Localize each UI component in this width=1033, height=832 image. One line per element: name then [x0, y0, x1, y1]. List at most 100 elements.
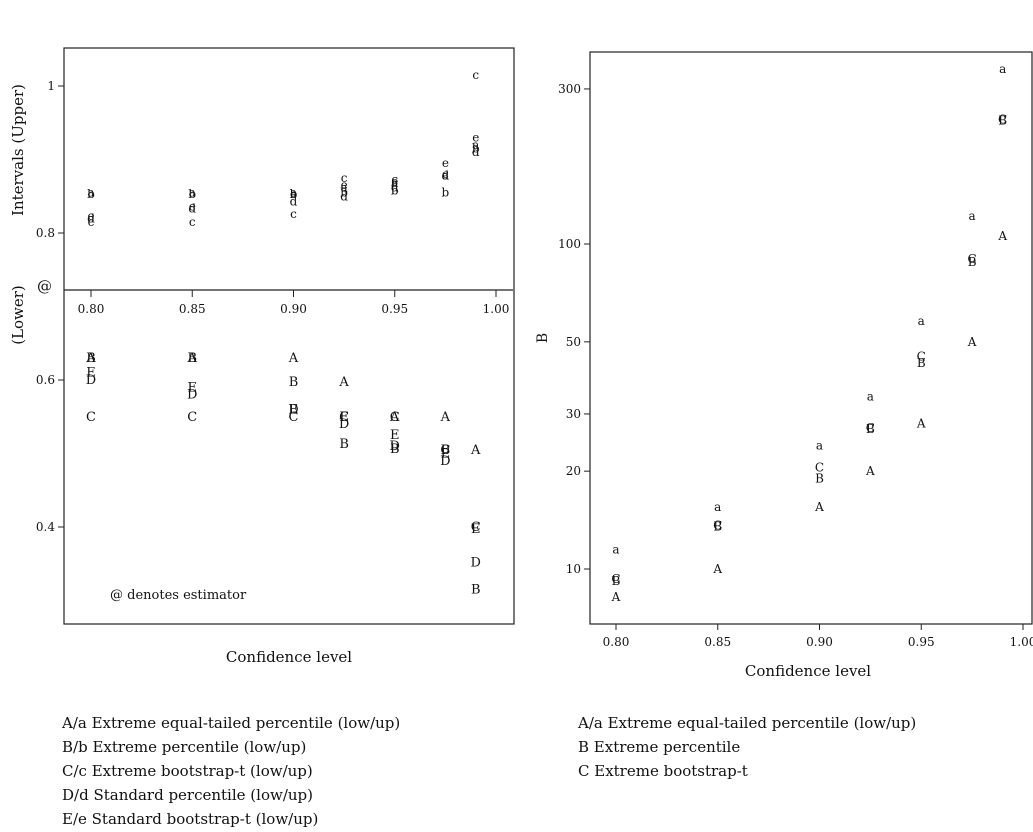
data-point-b: b [391, 183, 399, 197]
data-point-e: e [189, 200, 196, 214]
data-point-D: D [440, 454, 450, 469]
data-point-D: D [390, 439, 400, 454]
data-point-a: a [442, 169, 449, 183]
data-point-c: c [88, 215, 95, 229]
data-point-B: B [471, 582, 481, 597]
data-point-A: A [611, 590, 621, 604]
data-point-a: a [391, 176, 398, 190]
left-x-tick-label: 0.90 [280, 302, 307, 316]
data-point-C: C [611, 572, 620, 586]
data-point-c: c [391, 172, 398, 186]
left-chart: 0.40.60.81 0.80 0.85 0.90 0.95 1.00 a a a a aaab… [9, 47, 515, 666]
data-point-C: C [289, 410, 299, 425]
left-legend-item: D/d Standard percentile (low/up) [62, 786, 313, 804]
data-point-A: A [85, 351, 96, 366]
data-point-B: B [917, 356, 926, 370]
data-point-C: C [339, 410, 349, 425]
left-x-tick-label: 0.85 [179, 302, 206, 316]
left-x-ticks: 0.80 0.85 0.90 0.95 1.00 [78, 290, 510, 316]
data-point-b: b [188, 187, 196, 201]
data-point-a: a [918, 314, 925, 328]
data-point-c: c [472, 68, 479, 82]
data-point-D: D [187, 388, 197, 403]
data-point-a: a [867, 389, 874, 403]
right-x-axis-title: Confidence level [745, 662, 871, 680]
right-legend: A/a Extreme equal-tailed percentile (low… [578, 711, 916, 783]
left-y-axis-title-upper: Intervals (Upper) [9, 84, 27, 216]
data-point-C: C [471, 520, 481, 535]
data-point-B: B [441, 443, 451, 458]
data-point-e: e [290, 187, 297, 201]
data-point-C: C [815, 461, 824, 475]
data-point-C: C [968, 252, 977, 266]
left-x-axis-title: Confidence level [226, 648, 352, 666]
data-point-B: B [815, 471, 824, 485]
data-point-D: D [471, 555, 481, 570]
data-point-b: b [442, 186, 450, 200]
data-point-A: A [916, 417, 926, 431]
data-point-a: a [341, 180, 348, 194]
left-plot-frame [63, 47, 515, 625]
data-point-C: C [917, 350, 926, 364]
data-point-a: a [816, 438, 823, 452]
right-legend-item: B Extreme percentile [578, 738, 741, 756]
data-point-A: A [712, 562, 722, 576]
left-legend-item: E/e Standard bootstrap-t (low/up) [62, 810, 319, 828]
data-point-E: E [390, 428, 400, 443]
data-point-A: A [187, 351, 198, 366]
left-x-tick-label: 0.80 [78, 302, 105, 316]
data-point-d: d [442, 169, 450, 183]
right-y-tick-label: 20 [566, 464, 581, 478]
data-point-B: B [86, 351, 96, 366]
right-x-tick-label: 0.85 [704, 635, 731, 649]
data-point-c: c [189, 215, 196, 229]
data-point-d: d [87, 211, 95, 225]
right-x-tick-label: 0.80 [603, 635, 630, 649]
data-point-a: a [999, 62, 1006, 76]
data-point-C: C [866, 421, 875, 435]
data-point-d: d [472, 145, 480, 159]
right-y-tick-label: 100 [558, 237, 581, 251]
data-point-B: B [612, 574, 621, 588]
data-point-C: C [187, 410, 197, 425]
data-point-E: E [441, 447, 451, 462]
left-y-tick-label: 0.4 [36, 520, 55, 534]
data-point-E: E [289, 402, 299, 417]
data-point-a: a [969, 209, 976, 223]
data-point-e: e [472, 130, 479, 144]
data-point-a: a [290, 186, 297, 200]
data-point-B: B [866, 422, 875, 436]
data-point-c: c [341, 171, 348, 185]
data-point-C: C [998, 112, 1007, 126]
left-legend: A/a Extreme equal-tailed percentile (low… [62, 711, 400, 831]
left-legend-item: A/a Extreme equal-tailed percentile (low… [62, 714, 401, 732]
right-chart: 10 20 30 50 100 300 0.80 0.85 0.90 0.95 1.00 a a a a… [535, 51, 1033, 680]
data-point-C: C [390, 410, 400, 425]
data-point-A: A [389, 410, 400, 425]
data-point-A: A [865, 464, 875, 478]
data-point-B: B [968, 255, 977, 269]
data-point-b: b [290, 187, 298, 201]
right-legend-item: A/a Extreme equal-tailed percentile (low… [578, 714, 917, 732]
left-y-ticks: 0.4 0.6 0.8 1 [36, 79, 64, 534]
left-x-tick-label: 1.00 [483, 302, 510, 316]
data-point-d: d [340, 189, 348, 203]
data-point-A: A [288, 351, 299, 366]
data-point-B: B [713, 520, 722, 534]
data-point-A: A [440, 410, 451, 425]
estimator-marker: @ [37, 277, 52, 295]
left-y-tick-label: 0.8 [36, 226, 55, 240]
data-point-a: a [472, 138, 479, 152]
right-y-ticks: 10 20 30 50 100 300 [558, 82, 590, 576]
data-point-c: c [290, 207, 297, 221]
right-y-axis-title: B [535, 333, 551, 343]
right-legend-item: C Extreme bootstrap-t [578, 762, 748, 780]
data-point-A: A [814, 500, 824, 514]
data-point-a: a [87, 186, 94, 200]
left-legend-item: B/b Extreme percentile (low/up) [62, 738, 307, 756]
left-x-tick-label: 0.95 [381, 302, 408, 316]
data-point-e: e [341, 178, 348, 192]
